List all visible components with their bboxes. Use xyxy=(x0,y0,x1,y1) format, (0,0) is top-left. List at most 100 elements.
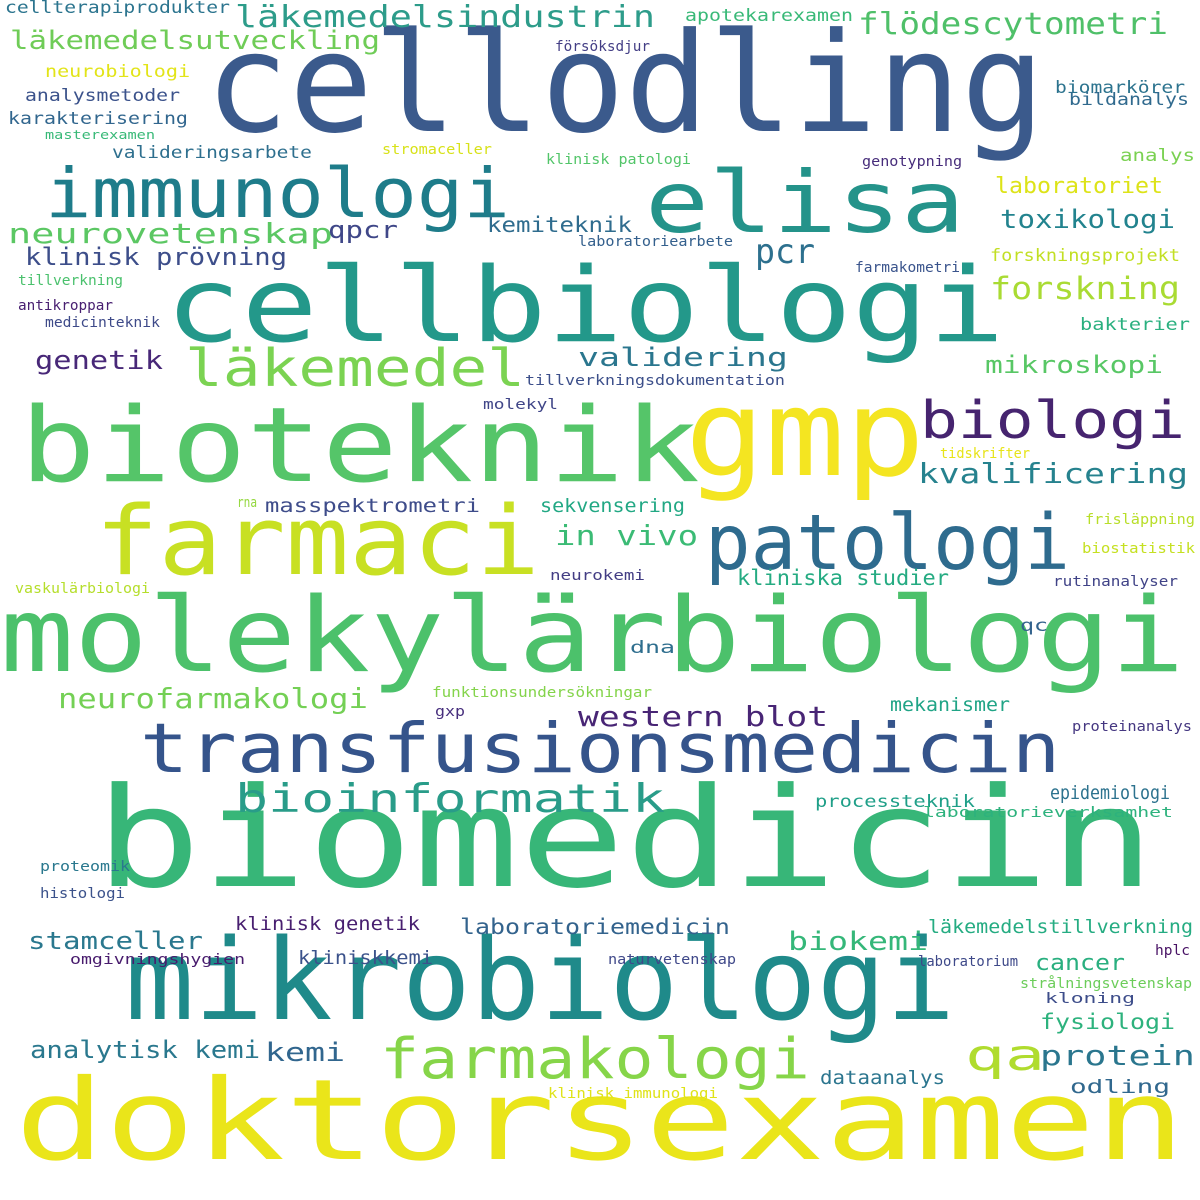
word-biomarkorer: biomarkörer xyxy=(1055,78,1186,98)
word-rutinanalyser: rutinanalyser xyxy=(1053,574,1179,590)
word-forsoksdjur: försöksdjur xyxy=(555,39,651,55)
word-qpcr: qpcr xyxy=(328,216,398,244)
word-neurobiologi: neurobiologi xyxy=(45,62,191,82)
word-masterexamen: masterexamen xyxy=(45,128,156,142)
word-klinisk-genetik: klinisk genetik xyxy=(235,913,420,935)
word-stromaceller: stromaceller xyxy=(382,142,492,158)
word-molekylarbiologi: molekylärbiologi xyxy=(0,576,1185,696)
word-klinisk-patologi: klinisk patologi xyxy=(546,152,691,168)
word-kemiteknik: kemiteknik xyxy=(487,213,633,237)
word-tidskrifter: tidskrifter xyxy=(940,446,1031,462)
word-lakemedelsindustrin: läkemedelsindustrin xyxy=(235,0,656,35)
word-pcr: pcr xyxy=(755,232,816,272)
word-fysiologi: fysiologi xyxy=(1040,1010,1175,1034)
word-biokemi: biokemi xyxy=(788,927,929,957)
word-laboratorium: laboratorium xyxy=(918,954,1019,970)
word-kliniskkemi: kliniskkemi xyxy=(298,947,434,969)
word-klinisk-immunologi: klinisk immunologi xyxy=(548,1086,718,1102)
word-mikroskopi: mikroskopi xyxy=(985,351,1164,379)
word-kloning: kloning xyxy=(1045,991,1135,1007)
word-bioteknik: bioteknik xyxy=(20,386,700,506)
word-proteinanalys: proteinanalys xyxy=(1072,719,1192,735)
word-neurokemi: neurokemi xyxy=(550,568,645,584)
word-frislappning: frisläppning xyxy=(1085,512,1195,528)
word-in-vivo: in vivo xyxy=(555,519,699,552)
word-bioinformatik: bioinformatik xyxy=(235,777,666,822)
word-antikroppar: antikroppar xyxy=(18,298,114,314)
word-flodescytometri: flödescytometri xyxy=(858,7,1168,42)
word-sekvensering: sekvensering xyxy=(540,495,685,517)
word-elisa: elisa xyxy=(645,153,965,253)
word-cancer: cancer xyxy=(1035,951,1125,976)
word-qa: qa xyxy=(965,1031,1046,1081)
word-toxikologi: toxikologi xyxy=(1000,205,1176,235)
word-analys: analys xyxy=(1120,146,1195,166)
word-forskningsprojekt: forskningsprojekt xyxy=(990,246,1181,266)
word-validering: validering xyxy=(578,343,788,373)
word-qc: qc xyxy=(1020,616,1049,636)
word-immunologi: immunologi xyxy=(45,154,510,234)
word-hplc: hplc xyxy=(1155,943,1190,959)
word-analytisk-kemi: analytisk kemi xyxy=(30,1036,261,1064)
word-tillverkning: tillverkning xyxy=(18,273,124,289)
word-odling: odling xyxy=(1070,1076,1171,1098)
word-protein: protein xyxy=(1040,1039,1195,1072)
word-biomedicin: biomedicin xyxy=(95,758,1156,919)
word-masspektrometri: masspektrometri xyxy=(265,495,481,517)
word-neurovetenskap: neurovetenskap xyxy=(8,217,333,250)
word-lakemedelstillverkning: läkemedelstillverkning xyxy=(928,916,1194,938)
word-bakterier: bakterier xyxy=(1080,315,1190,335)
word-epidemiologi: epidemiologi xyxy=(1050,782,1170,804)
word-gmp: gmp xyxy=(685,365,925,504)
word-laboratoriemedicin: laboratoriemedicin xyxy=(460,915,730,939)
word-mikrobiologi: mikrobiologi xyxy=(125,916,956,1046)
word-laboratoriet: laboratoriet xyxy=(995,174,1164,199)
word-gxp: gxp xyxy=(435,704,466,720)
word-processteknik: processteknik xyxy=(815,792,975,812)
word-laboratorieverksamhet: laboratorieverksamhet xyxy=(923,805,1173,821)
word-dataanalys: dataanalys xyxy=(820,1067,946,1089)
word-dna: dna xyxy=(630,638,676,658)
word-cellbiologi: cellbiologi xyxy=(165,246,1005,366)
word-naturvetenskap: naturvetenskap xyxy=(608,952,737,968)
word-western-blot: western blot xyxy=(578,700,829,733)
word-stralningsvetenskap: strålningsvetenskap xyxy=(1020,976,1193,992)
word-analysmetoder: analysmetoder xyxy=(25,86,181,106)
word-neurofarmakologi: neurofarmakologi xyxy=(58,682,368,715)
word-farmaci: farmaci xyxy=(95,487,540,597)
word-karakterisering: karakterisering xyxy=(8,109,188,129)
word-funktionsundersokningar: funktionsundersökningar xyxy=(432,685,653,701)
word-omgivningshygien: omgivningshygien xyxy=(70,952,246,968)
word-valideringsarbete: valideringsarbete xyxy=(112,143,312,163)
word-biologi: biologi xyxy=(920,391,1185,451)
word-lakemedel: läkemedel xyxy=(185,339,526,399)
word-vaskularbiologi: vaskulärbiologi xyxy=(15,581,151,597)
word-kvalificering: kvalificering xyxy=(918,457,1189,490)
word-tillverkningsdokumentation: tillverkningsdokumentation xyxy=(525,373,785,389)
word-histologi: histologi xyxy=(40,886,125,902)
word-genotypning: genotypning xyxy=(862,154,963,170)
word-patologi: patologi xyxy=(705,499,1070,588)
word-medicinteknik: medicinteknik xyxy=(45,315,160,331)
word-rna: rna xyxy=(237,495,258,511)
word-doktorsexamen: doktorsexamen xyxy=(15,1056,1186,1186)
word-stamceller: stamceller xyxy=(28,927,203,955)
word-klinisk-provning: klinisk prövning xyxy=(25,243,287,271)
word-proteomik: proteomik xyxy=(40,859,130,875)
word-laboratoriearbete: laboratoriearbete xyxy=(578,234,734,250)
word-farmakometri: farmakometri xyxy=(855,260,961,276)
word-lakemedelsutveckling: läkemedelsutveckling xyxy=(10,26,381,56)
word-cellodling: cellodling xyxy=(205,3,1045,164)
word-molekyl: molekyl xyxy=(483,397,559,413)
word-forskning: forskning xyxy=(990,271,1180,307)
word-kemi: kemi xyxy=(265,1038,345,1068)
word-bildanalys: bildanalys xyxy=(1069,90,1189,110)
word-biostatistik: biostatistik xyxy=(1082,541,1195,557)
word-farmakologi: farmakologi xyxy=(380,1027,810,1092)
word-cellterapiprodukter: cellterapiprodukter xyxy=(5,0,231,18)
word-mekanismer: mekanismer xyxy=(890,694,1010,716)
word-kliniska-studier: kliniska studier xyxy=(737,566,950,590)
word-genetik: genetik xyxy=(35,346,163,376)
word-transfusionsmedicin: transfusionsmedicin xyxy=(140,709,1061,789)
